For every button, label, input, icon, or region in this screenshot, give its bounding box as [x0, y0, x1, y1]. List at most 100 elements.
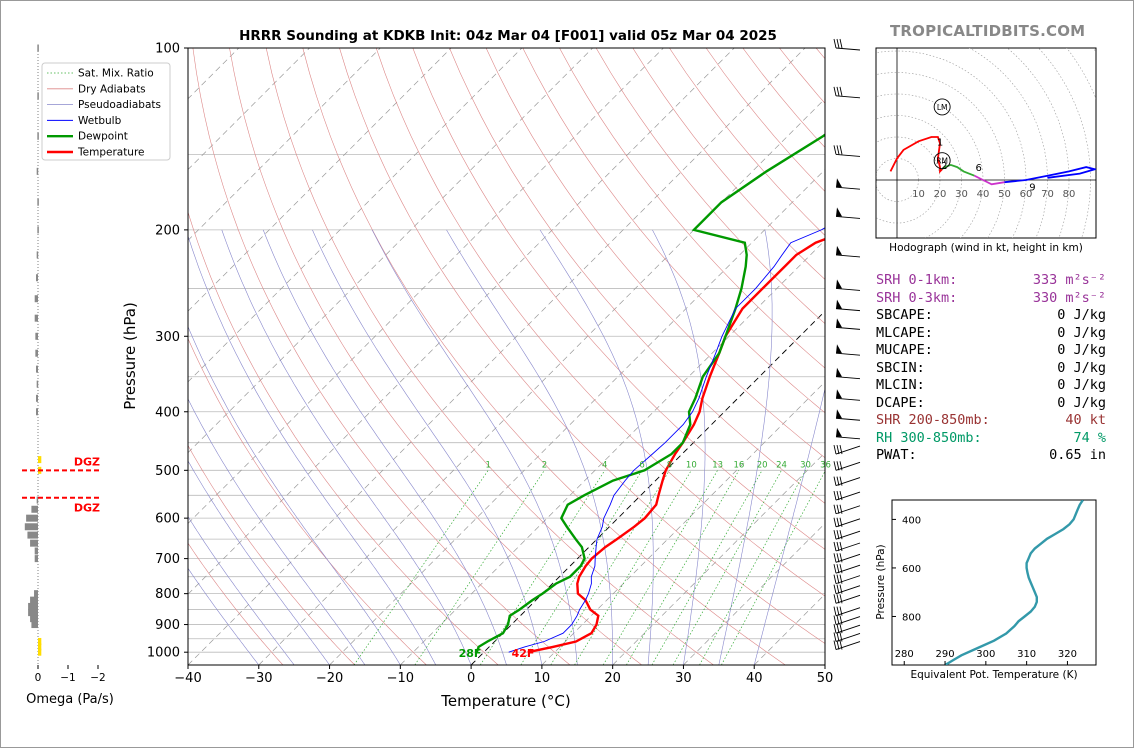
mixing-ratio-label: 10 — [686, 460, 697, 470]
dry-adiabat — [595, 48, 825, 325]
wind-feather — [836, 574, 840, 584]
wind-feather — [839, 615, 843, 625]
mixing-ratio-label: 20 — [757, 460, 768, 470]
wind-feather — [833, 594, 837, 604]
mixing-ratio-label: 36 — [820, 460, 831, 470]
wind-feather — [836, 632, 840, 642]
omega-bar — [37, 92, 39, 100]
wind-feather — [839, 444, 843, 455]
mixing-ratio-label: 4 — [602, 460, 607, 470]
dry-adiabat — [188, 337, 427, 665]
wind-feather — [836, 564, 840, 574]
mixing-ratio-label: 2 — [542, 460, 547, 470]
wind-feather — [836, 517, 840, 527]
omega-x-label: Omega (Pa/s) — [26, 692, 114, 707]
wind-feather — [836, 38, 840, 49]
isotherm — [188, 48, 735, 595]
hodograph-height-label: 6 — [976, 163, 982, 174]
y-tick-label: 400 — [155, 405, 180, 420]
pseudoadiabat — [188, 235, 436, 665]
wind-barb — [835, 326, 861, 330]
pseudoadiabat — [188, 325, 401, 665]
isotherm — [400, 239, 825, 665]
wind-flag — [836, 207, 842, 217]
legend-label: Sat. Mix. Ratio — [78, 68, 154, 80]
dry-adiabat — [302, 48, 786, 665]
thetae-y-tick-label: 400 — [902, 515, 921, 526]
wind-feather — [839, 574, 843, 584]
wind-barb — [835, 397, 861, 401]
hodograph-segment — [941, 163, 975, 177]
wind-barbs — [833, 38, 861, 650]
pseudoadiabat — [188, 516, 295, 665]
thetae-x-tick-label: 300 — [976, 649, 995, 660]
omega-bar — [36, 167, 39, 175]
y-tick-label: 600 — [155, 512, 180, 527]
mixing-ratio-line — [353, 470, 489, 665]
storm-motion-marker — [933, 98, 951, 116]
wind-feather — [839, 530, 843, 540]
omega-bar — [36, 394, 38, 402]
dry-adiabat — [485, 48, 825, 459]
skewt-x-ticks: −40 −30 −20 −10 0 10 20 30 40 50 — [174, 665, 833, 686]
omega-bar — [38, 648, 42, 656]
mixing-ratio-line — [550, 470, 670, 665]
hodograph-ring-label: 10 — [912, 189, 925, 200]
wind-flag — [836, 245, 842, 255]
mixing-ratio-line — [672, 470, 782, 665]
wind-barb — [835, 287, 861, 291]
omega-bar — [37, 132, 39, 140]
wind-barb — [835, 308, 861, 312]
wind-barb — [835, 186, 861, 190]
stat-mlcape: MLCAPE: 0 J/kg — [876, 324, 1106, 341]
wind-feather — [839, 624, 843, 634]
wind-feather — [839, 86, 843, 96]
wind-flag — [836, 299, 842, 309]
omega-bar — [30, 539, 38, 547]
wind-feather — [839, 145, 843, 155]
pseudoadiabat — [188, 398, 366, 665]
dgz-label: DGZ — [74, 502, 100, 515]
thetae-x-tick-label: 310 — [1017, 649, 1036, 660]
x-tick-label: 20 — [604, 671, 621, 686]
mixing-ratio-label: 13 — [712, 460, 723, 470]
pseudoadiabat — [221, 229, 472, 665]
wind-barb — [835, 491, 861, 501]
mixing-ratio-line — [651, 470, 763, 665]
omega-bar — [36, 408, 38, 416]
hodograph-ring-label: 80 — [1063, 189, 1076, 200]
y-tick-label: 800 — [155, 587, 180, 602]
surface-temperature-label: 42F — [512, 647, 535, 660]
wind-feather — [833, 541, 837, 552]
wind-barb — [835, 477, 861, 487]
wind-feather — [836, 584, 840, 594]
series-temperature — [527, 237, 825, 654]
omega-bar — [37, 44, 39, 52]
wind-flag — [836, 389, 842, 399]
mixing-ratio-label: 1 — [485, 460, 490, 470]
wind-feather — [833, 38, 837, 49]
dry-adiabat — [265, 48, 714, 665]
wind-feather — [833, 632, 837, 642]
thetae-x-tick-label: 280 — [895, 649, 914, 660]
y-tick-label: 900 — [155, 618, 180, 633]
wind-flag — [836, 279, 842, 289]
wind-flag — [836, 318, 842, 328]
stat-srh-0-3km: SRH 0-3km: 330 m²s⁻² — [876, 289, 1106, 306]
stat-mucape: MUCAPE: 0 J/kg — [876, 342, 1106, 358]
stat-srh-0-1km: SRH 0-1km: 333 m²s⁻² — [876, 272, 1106, 288]
isotherm — [541, 381, 825, 665]
mixing-ratio-label: 16 — [733, 460, 744, 470]
thetae-x-label: Equivalent Pot. Temperature (K) — [910, 669, 1077, 681]
wind-feather — [833, 553, 837, 563]
wind-feather — [833, 640, 837, 650]
stat-sbcape: SBCAPE: 0 J/kg — [876, 307, 1106, 323]
hodograph-height-label: 1 — [937, 137, 943, 148]
wind-feather — [836, 530, 840, 540]
wind-feather — [833, 564, 837, 574]
thetae-x-tick-label: 320 — [1058, 649, 1077, 660]
skewt-legend: Sat. Mix. Ratio Dry Adiabats Pseudoadiabat… — [41, 62, 171, 161]
wind-feather — [833, 444, 837, 455]
pseudoadiabat — [652, 229, 706, 665]
